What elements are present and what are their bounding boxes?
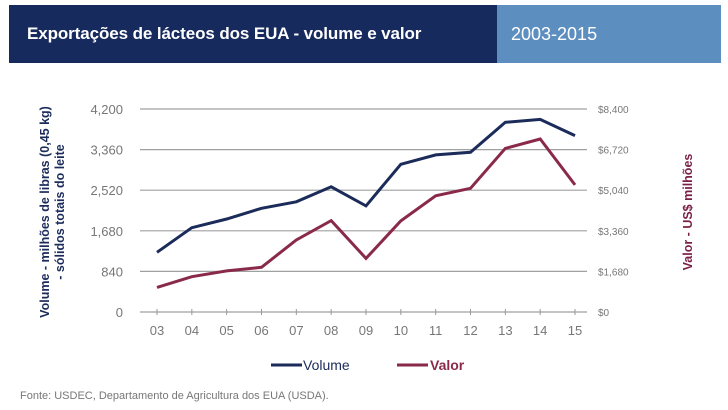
y-tick-label-right: $0 bbox=[598, 308, 610, 319]
y-tick-label-right: $5,040 bbox=[598, 186, 629, 197]
y-tick-label-right: $8,400 bbox=[598, 105, 629, 116]
y-axis-left-title-line2: - sólidos totais do leite bbox=[53, 144, 67, 279]
x-tick-label: 04 bbox=[185, 323, 199, 338]
y-tick-label-right: $1,680 bbox=[598, 267, 629, 278]
y-tick-label-left: 2,520 bbox=[90, 183, 123, 198]
y-axis-left-title-line1: Volume - milhões de libras (0,45 kg) bbox=[38, 106, 52, 318]
legend: Volume Valor bbox=[271, 357, 465, 373]
y-tick-label-left: 4,200 bbox=[90, 102, 123, 117]
x-tick-label: 10 bbox=[394, 323, 408, 338]
x-tick-label: 09 bbox=[359, 323, 373, 338]
y-tick-label-right: $6,720 bbox=[598, 146, 629, 157]
x-tick-label: 13 bbox=[498, 323, 512, 338]
x-tick-label: 12 bbox=[463, 323, 477, 338]
x-tick-label: 05 bbox=[219, 323, 233, 338]
x-tick-label: 06 bbox=[254, 323, 268, 338]
y-tick-label-left: 1,680 bbox=[90, 224, 123, 239]
source-note: Fonte: USDEC, Departamento de Agricultur… bbox=[20, 390, 329, 402]
y-tick-label-left: 840 bbox=[101, 264, 123, 279]
x-tick-label: 08 bbox=[324, 323, 338, 338]
x-tick-label: 11 bbox=[429, 323, 443, 338]
series-lines bbox=[156, 117, 577, 289]
gridlines bbox=[140, 108, 587, 313]
legend-label-valor: Valor bbox=[430, 357, 465, 373]
legend-label-volume: Volume bbox=[303, 357, 350, 373]
chart-year-range: 2003-2015 bbox=[497, 5, 721, 63]
y-tick-label-right: $3,360 bbox=[598, 227, 629, 238]
y-axis-left-ticks: 0 840 1,680 2,520 3,360 4,200 bbox=[90, 102, 123, 320]
y-tick-label-left: 3,360 bbox=[90, 143, 123, 158]
x-tick-label: 03 bbox=[150, 323, 164, 338]
x-tick-label: 07 bbox=[289, 323, 303, 338]
y-tick-label-left: 0 bbox=[116, 305, 123, 320]
series-line-volume bbox=[156, 117, 576, 254]
x-tick-label: 15 bbox=[568, 323, 582, 338]
x-tick-label: 14 bbox=[533, 323, 547, 338]
y-axis-right-title: Valor - US$ milhões bbox=[681, 154, 695, 271]
chart-title: Exportações de lácteos dos EUA - volume … bbox=[9, 5, 497, 63]
x-axis-ticks: 03 04 05 06 07 08 09 10 11 12 13 14 15 bbox=[150, 309, 582, 338]
chart-header: Exportações de lácteos dos EUA - volume … bbox=[9, 5, 721, 63]
y-axis-right-ticks: $0 $1,680 $3,360 $5,040 $6,720 $8,400 bbox=[598, 105, 629, 319]
series-line-valor bbox=[156, 137, 577, 289]
